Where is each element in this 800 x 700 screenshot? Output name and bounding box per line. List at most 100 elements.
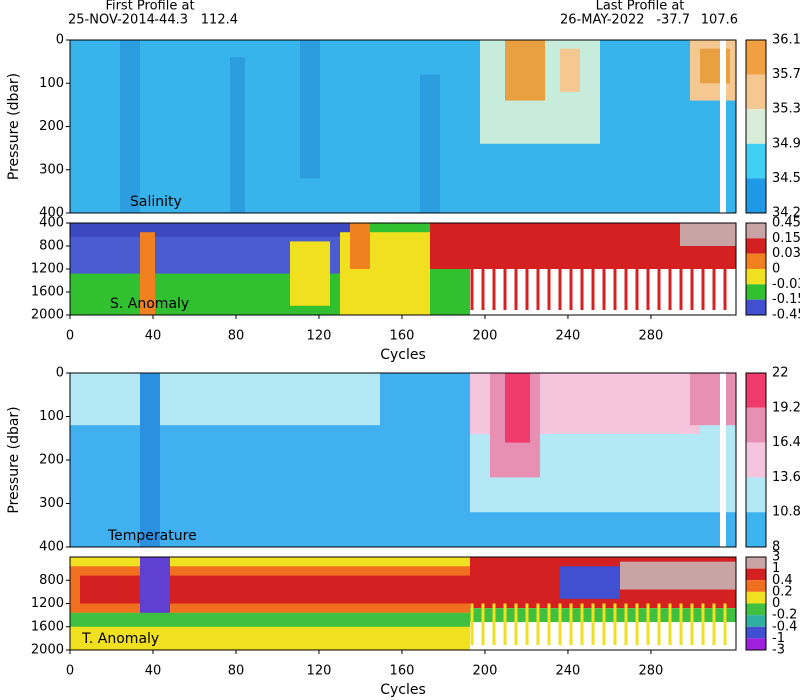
y-axis-label: Pressure (dbar) (6, 406, 22, 513)
colorbar-frame (745, 222, 767, 316)
y-tick-label: 100 (39, 76, 64, 91)
x-tick-label: 40 (145, 329, 162, 344)
colorbar-label: 16.4 (772, 435, 800, 450)
colorbar-label: 0.2 (772, 584, 793, 599)
colorbar-block (746, 580, 766, 592)
y-tick-label: 200 (39, 119, 64, 134)
field-block (300, 40, 320, 179)
x-tick-label: 80 (228, 664, 245, 679)
y-tick-label: 1600 (31, 285, 64, 300)
colorbar-label: -0.45 (772, 308, 800, 323)
colorbar-label: 13.6 (772, 470, 800, 485)
colorbar-label: 34.2 (772, 206, 800, 221)
field-block (230, 57, 245, 213)
y-tick-label: 2000 (31, 643, 64, 658)
colorbar-block (746, 269, 766, 285)
colorbar-label: 10.8 (772, 505, 800, 520)
x-tick-label: 200 (473, 329, 498, 344)
colorbar-frame (745, 39, 767, 214)
colorbar-label: 1 (772, 561, 780, 576)
y-tick-label: 1200 (31, 596, 64, 611)
x-axis-label: Cycles (380, 347, 426, 363)
field-block (505, 40, 545, 101)
y-tick-label: 800 (39, 573, 64, 588)
first-label: First Profile at (105, 0, 194, 14)
panel-title: T. Anomaly (81, 631, 159, 647)
colorbar-label: 0.45 (772, 216, 800, 231)
y-tick-label: 800 (39, 239, 64, 254)
colorbar-label: -3 (772, 643, 785, 658)
last-label: Last Profile at (596, 0, 685, 14)
x-tick-label: 240 (556, 329, 581, 344)
first-lat: -44.3 (154, 13, 188, 28)
colorbar-label: -1 (772, 631, 785, 646)
colorbar-label: 35.72 (772, 67, 800, 82)
colorbar-label: -0.2 (772, 608, 797, 623)
y-tick-label: 400 (39, 540, 64, 555)
colorbar-block (746, 591, 766, 604)
field-block (560, 48, 580, 92)
field-block (80, 575, 470, 604)
colorbar-block (746, 238, 766, 254)
colorbar-block (746, 512, 766, 547)
x-tick-label: 40 (145, 664, 162, 679)
x-tick-label: 160 (390, 329, 415, 344)
colorbar-block (746, 143, 766, 179)
field-block (140, 557, 170, 623)
x-tick-label: 120 (307, 664, 332, 679)
y-axis-label: Pressure (dbar) (6, 73, 22, 180)
x-tick-label: 0 (66, 664, 74, 679)
field-block (70, 223, 350, 237)
field-block (420, 74, 440, 213)
field-block (140, 373, 160, 547)
colorbar-block (746, 178, 766, 213)
colorbar-block (746, 109, 766, 144)
colorbar-label: -0.03 (772, 277, 800, 292)
x-tick-label: 240 (556, 664, 581, 679)
colorbar-block (746, 638, 766, 650)
colorbar-label: 3 (772, 550, 780, 565)
field-block (70, 373, 380, 426)
colorbar-block (746, 253, 766, 269)
colorbar-label: 34.58 (772, 171, 800, 186)
x-tick-label: 80 (228, 329, 245, 344)
colorbar-frame (745, 372, 767, 548)
colorbar-label: 35.34 (772, 102, 800, 117)
x-axis-label: Cycles (380, 682, 426, 698)
y-tick-label: 0 (56, 366, 64, 381)
y-tick-label: 400 (39, 206, 64, 221)
x-tick-label: 120 (307, 329, 332, 344)
y-tick-label: 1200 (31, 262, 64, 277)
field-block (690, 373, 736, 426)
first-lon: 112.4 (201, 13, 238, 28)
y-tick-label: 1600 (31, 619, 64, 634)
x-tick-label: 200 (473, 664, 498, 679)
field-block (290, 241, 330, 306)
colorbar-label: 19.2 (772, 400, 800, 415)
last-lat: -37.7 (656, 13, 690, 28)
x-tick-label: 0 (66, 329, 74, 344)
panel-title: S. Anomaly (110, 296, 189, 312)
colorbar-label: 22 (772, 366, 789, 381)
field-block (620, 561, 736, 590)
last-lon: 107.6 (701, 13, 738, 28)
colorbar-label: -0.15 (772, 292, 800, 307)
colorbar-block (746, 40, 766, 75)
colorbar-block (746, 626, 766, 639)
colorbar-block (746, 299, 766, 315)
colorbar-block (746, 373, 766, 408)
colorbar-label: 0.15 (772, 231, 800, 246)
field-block (350, 223, 370, 269)
field-block (120, 40, 140, 213)
panel-title: Temperature (107, 528, 197, 544)
colorbar-frame (745, 556, 767, 651)
x-tick-label: 160 (390, 664, 415, 679)
y-tick-label: 300 (39, 496, 64, 511)
y-tick-label: 300 (39, 162, 64, 177)
field-block (680, 223, 736, 246)
field-block (70, 40, 736, 213)
colorbar-block (746, 284, 766, 300)
field-block (720, 373, 726, 547)
y-tick-label: 200 (39, 453, 64, 468)
